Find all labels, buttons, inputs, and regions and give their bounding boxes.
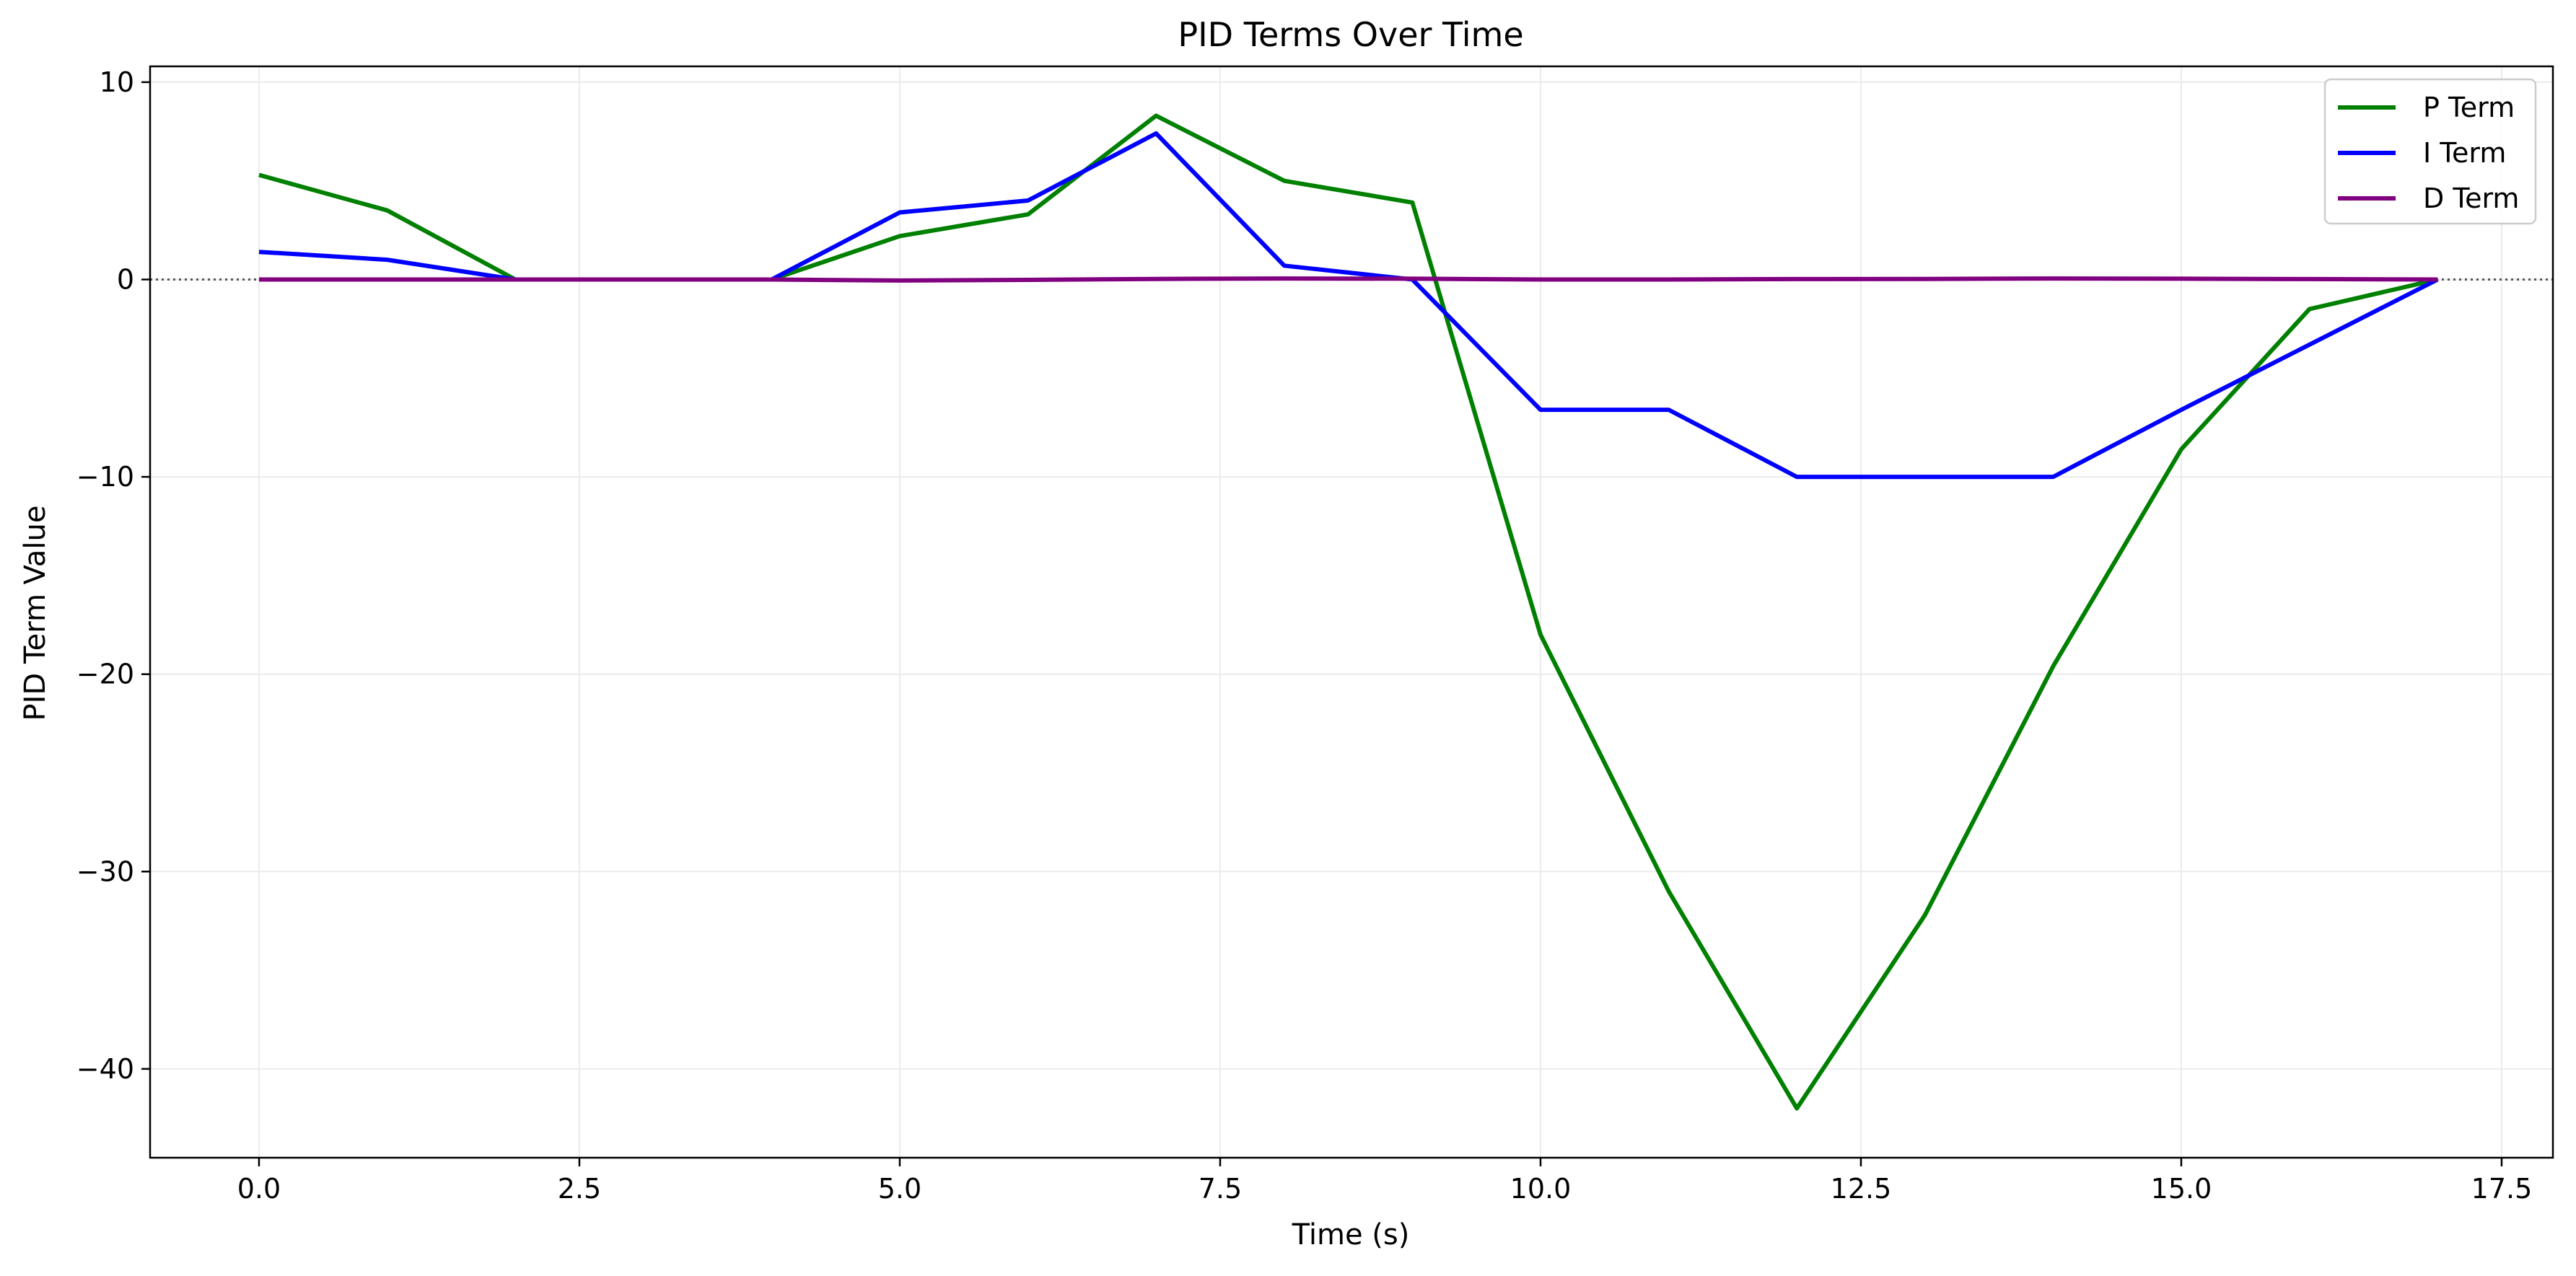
x-tick-label: 12.5 xyxy=(1831,1173,1892,1205)
x-tick-label: 2.5 xyxy=(558,1173,601,1205)
axis-ticks: 0.0 2.5 5.0 7.5 10.0 12.5 15.0 17.5 10 0 −10 −20 −30… xyxy=(76,66,2532,1205)
y-tick-label: 10 xyxy=(100,66,134,98)
y-tick-label: 0 xyxy=(117,263,134,295)
x-tick-label: 15.0 xyxy=(2151,1173,2212,1205)
x-tick-label: 5.0 xyxy=(878,1173,921,1205)
x-tick-label: 7.5 xyxy=(1199,1173,1242,1205)
legend-label-p-term: P Term xyxy=(2423,92,2515,123)
legend-label-d-term: D Term xyxy=(2423,182,2519,214)
x-axis-label: Time (s) xyxy=(1292,1218,1410,1251)
y-tick-label: −10 xyxy=(76,461,134,493)
y-axis-label: PID Term Value xyxy=(19,506,52,721)
series-line-d-term xyxy=(259,276,2438,283)
legend: P Term I Term D Term xyxy=(2323,78,2537,225)
x-tick-label: 0.0 xyxy=(237,1173,281,1205)
series-lines xyxy=(258,113,2439,1111)
x-tick-label: 10.0 xyxy=(1510,1173,1572,1205)
legend-box xyxy=(2323,78,2537,225)
legend-label-i-term: I Term xyxy=(2423,137,2506,169)
y-tick-label: −40 xyxy=(76,1053,134,1085)
plot-area-frame xyxy=(149,65,2554,1159)
y-tick-label: −30 xyxy=(76,855,134,887)
chart-title: PID Terms Over Time xyxy=(1178,15,1523,54)
x-tick-label: 17.5 xyxy=(2471,1173,2533,1205)
y-tick-label: −20 xyxy=(76,659,134,690)
